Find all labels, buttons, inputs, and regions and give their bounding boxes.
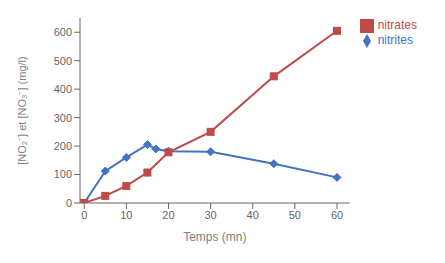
svg-text:Temps (mn): Temps (mn) [183, 230, 246, 244]
svg-text:0: 0 [81, 209, 87, 221]
svg-text:0: 0 [66, 197, 72, 209]
html-text:nitrites: nitrites [377, 32, 413, 47]
svg-text:300: 300 [54, 112, 72, 124]
svg-text:60: 60 [331, 209, 343, 221]
svg-text:600: 600 [54, 26, 72, 38]
svg-text:30: 30 [204, 209, 216, 221]
svg-text:40: 40 [247, 209, 259, 221]
svg-text:[NO₂⁻] et [NO₃⁻] (mg/l): [NO₂⁻] et [NO₃⁻] (mg/l) [16, 56, 28, 164]
svg-text:20: 20 [162, 209, 174, 221]
svg-text:400: 400 [54, 83, 72, 95]
svg-text:100: 100 [54, 168, 72, 180]
svg-text:500: 500 [54, 55, 72, 67]
svg-text:200: 200 [54, 140, 72, 152]
svg-text:50: 50 [289, 209, 301, 221]
html-text:nitrates: nitrates [377, 18, 417, 32]
svg-text:10: 10 [120, 209, 132, 221]
